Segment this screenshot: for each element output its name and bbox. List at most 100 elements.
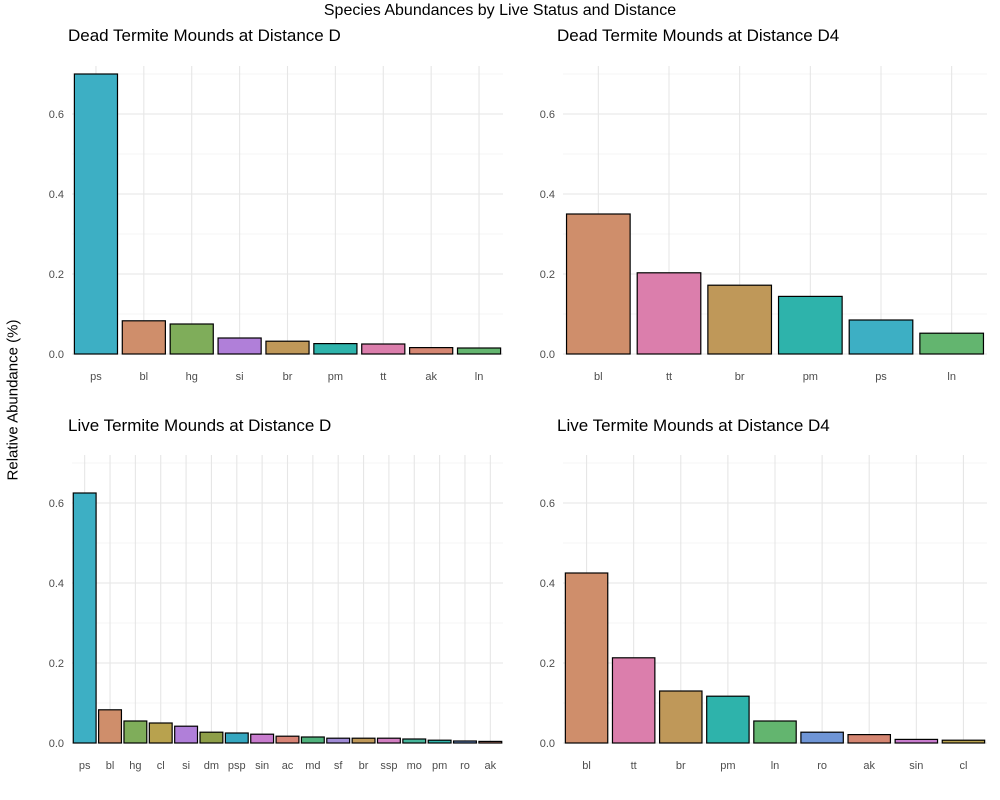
x-tick-label: ln xyxy=(771,760,780,772)
x-tick-label: tt xyxy=(666,371,672,383)
x-tick-label: pm xyxy=(432,760,447,772)
panel-title: Dead Termite Mounds at Distance D xyxy=(68,26,341,45)
y-tick-label: 0.2 xyxy=(49,269,64,281)
panel-title: Live Termite Mounds at Distance D4 xyxy=(557,416,830,435)
bar-br xyxy=(658,690,703,744)
bar-ak xyxy=(409,347,454,355)
bar-bl xyxy=(121,320,166,355)
bar-si xyxy=(217,337,262,355)
x-tick-label: br xyxy=(735,371,745,383)
bar-br xyxy=(351,737,376,744)
y-tick-label: 0.2 xyxy=(540,658,555,670)
bar-ps xyxy=(848,319,914,355)
bar-br xyxy=(707,284,773,355)
bar-pm xyxy=(313,343,358,355)
y-tick-label: 0.4 xyxy=(540,189,555,201)
bar-ro xyxy=(800,731,844,744)
x-tick-label: ak xyxy=(425,371,437,383)
x-tick-label: cl xyxy=(959,760,967,772)
bar-psp xyxy=(224,732,249,744)
bar-cl xyxy=(941,739,986,744)
x-tick-label: hg xyxy=(186,371,198,383)
bar-ro xyxy=(452,740,477,744)
x-tick-label: pm xyxy=(328,371,343,383)
bar-bl xyxy=(565,213,631,355)
bar-tt xyxy=(611,657,656,744)
x-tick-label: bl xyxy=(106,760,115,772)
bar-pm xyxy=(777,295,843,355)
x-tick-label: br xyxy=(359,760,369,772)
bar-pm xyxy=(706,695,750,744)
x-tick-label: br xyxy=(676,760,686,772)
x-tick-label: ln xyxy=(947,371,956,383)
bar-pm xyxy=(427,739,452,744)
panel-title: Dead Termite Mounds at Distance D4 xyxy=(557,26,839,45)
x-tick-label: bl xyxy=(582,760,591,772)
x-tick-label: br xyxy=(283,371,293,383)
bar-ln xyxy=(456,347,502,355)
y-tick-label: 0.4 xyxy=(49,189,64,201)
x-tick-label: ac xyxy=(282,760,294,772)
x-tick-label: si xyxy=(236,371,244,383)
x-tick-label: tt xyxy=(631,760,637,772)
bar-sin xyxy=(250,733,275,744)
bar-hg xyxy=(123,720,148,744)
chart-panel-1: 0.0 0.2 0.4 0.6 ps bl hg si br pm tt ak ln Dead Termi… xyxy=(49,26,503,383)
figure-title: Species Abundances by Live Status and Di… xyxy=(323,2,677,19)
bar-tt xyxy=(636,272,702,355)
x-tick-label: tt xyxy=(380,371,386,383)
x-tick-label: sin xyxy=(255,760,269,772)
x-tick-label: ps xyxy=(79,760,91,772)
bar-si xyxy=(174,725,199,744)
y-tick-label: 0.2 xyxy=(540,269,555,281)
x-tick-label: bl xyxy=(594,371,603,383)
x-tick-label: ssp xyxy=(380,760,397,772)
bar-br xyxy=(265,340,310,355)
bar-ln xyxy=(919,332,985,355)
bar-ac xyxy=(275,735,300,744)
bar-sf xyxy=(326,737,351,744)
bar-bl xyxy=(564,572,609,744)
x-tick-label: ln xyxy=(475,371,484,383)
y-tick-label: 0.2 xyxy=(49,658,64,670)
x-tick-label: ps xyxy=(90,371,102,383)
y-tick-label: 0.4 xyxy=(49,578,64,590)
y-tick-label: 0.4 xyxy=(540,578,555,590)
x-tick-label: pm xyxy=(720,760,735,772)
bar-ps xyxy=(72,492,97,744)
bar-tt xyxy=(361,343,406,355)
x-tick-label: sf xyxy=(334,760,344,772)
x-tick-label: ps xyxy=(875,371,887,383)
bar-sin xyxy=(894,738,939,744)
y-tick-label: 0.0 xyxy=(49,738,64,750)
y-tick-label: 0.0 xyxy=(49,349,64,361)
bar-ak xyxy=(478,740,503,744)
bar-mo xyxy=(402,738,427,744)
bar-ps xyxy=(73,73,119,355)
bar-dm xyxy=(199,731,224,744)
x-tick-label: ro xyxy=(460,760,470,772)
panel-title: Live Termite Mounds at Distance D xyxy=(68,416,331,435)
x-tick-label: dm xyxy=(204,760,219,772)
x-tick-label: pm xyxy=(803,371,818,383)
bar-ln xyxy=(753,720,797,744)
x-tick-label: ak xyxy=(485,760,497,772)
x-tick-label: mo xyxy=(407,760,422,772)
x-tick-label: ak xyxy=(863,760,875,772)
bar-md xyxy=(300,736,325,744)
chart-panel-3: 0.0 0.2 0.4 0.6 ps bl hg cl si dm psp sin ac md sf br ss… xyxy=(49,416,503,772)
x-tick-label: cl xyxy=(157,760,165,772)
y-tick-label: 0.6 xyxy=(49,109,64,121)
y-tick-label: 0.0 xyxy=(540,738,555,750)
x-tick-label: ro xyxy=(817,760,827,772)
x-tick-label: si xyxy=(182,760,190,772)
chart-panel-4: 0.0 0.2 0.4 0.6 bl tt br pm ln ro ak sin cl Live Term… xyxy=(540,416,987,772)
y-tick-label: 0.0 xyxy=(540,349,555,361)
y-tick-label: 0.6 xyxy=(540,109,555,121)
x-tick-label: bl xyxy=(140,371,149,383)
y-tick-label: 0.6 xyxy=(540,498,555,510)
x-tick-label: sin xyxy=(909,760,923,772)
x-tick-label: md xyxy=(305,760,320,772)
y-tick-label: 0.6 xyxy=(49,498,64,510)
bar-hg xyxy=(169,323,214,355)
